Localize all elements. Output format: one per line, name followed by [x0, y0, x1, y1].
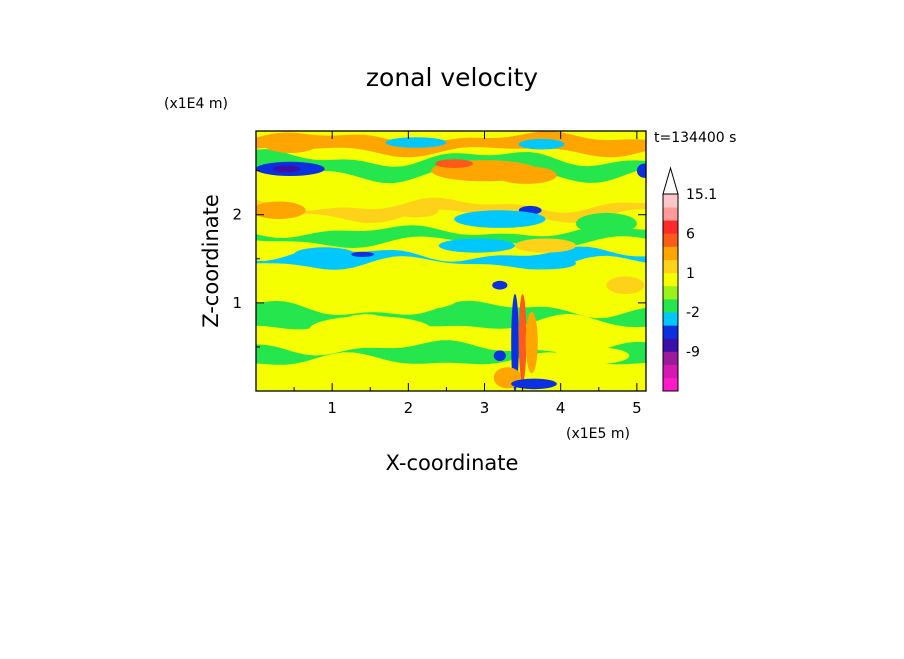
- colorbar-segment: [663, 207, 678, 221]
- contour-blob: [606, 276, 645, 295]
- colorbar-segment: [663, 246, 678, 260]
- colorbar-label: 1: [686, 266, 695, 282]
- contour-blob: [263, 135, 317, 153]
- chart-title: zonal velocity: [366, 63, 538, 92]
- contour-blob: [294, 247, 356, 262]
- colorbar-label: -9: [686, 345, 700, 361]
- x-axis-label: X-coordinate: [386, 451, 519, 475]
- contour-blob: [492, 280, 508, 290]
- contour-band: [256, 340, 646, 365]
- y-axis-ticks: 12: [232, 170, 646, 348]
- x-tick-label: 3: [480, 399, 490, 417]
- colorbar-segment: [663, 220, 678, 234]
- colorbar-segment: [663, 338, 678, 352]
- contour-blob: [511, 378, 557, 390]
- y-tick-label: 1: [232, 294, 242, 312]
- contour-band: [256, 131, 646, 158]
- contour-blob: [575, 212, 637, 235]
- x-tick-label: 4: [556, 399, 566, 417]
- colorbar-segment: [663, 299, 678, 313]
- contour-blob: [454, 210, 546, 228]
- colorbar-label: 15.1: [686, 187, 717, 203]
- colorbar-segment: [663, 312, 678, 326]
- contour-blob: [525, 311, 538, 374]
- colorbar-segment: [663, 325, 678, 339]
- contour-blob: [493, 350, 506, 362]
- contour-blob: [495, 166, 557, 184]
- contour-band: [256, 300, 646, 330]
- plot-area: [256, 131, 646, 391]
- colorbar-label: -2: [686, 305, 700, 321]
- colorbar-segment: [663, 377, 678, 392]
- colorbar-label: 6: [686, 226, 695, 242]
- colorbar-frame: [662, 193, 679, 392]
- x-tick-label: 5: [632, 399, 642, 417]
- y-tick-label: 2: [232, 206, 242, 224]
- y-axis-label: Z-coordinate: [199, 194, 223, 328]
- contour-blob: [438, 238, 515, 253]
- colorbar-segment: [663, 285, 678, 300]
- contour-blob: [393, 203, 439, 218]
- x-tick-label: 1: [327, 399, 337, 417]
- contour-blob: [389, 287, 458, 310]
- contour-blob: [518, 138, 565, 150]
- contour-blob: [272, 165, 301, 173]
- plot-frame: [255, 130, 647, 392]
- contour-blob: [518, 294, 527, 383]
- y-unit-label: (x1E4 m): [164, 96, 228, 112]
- x-unit-label: (x1E5 m): [566, 426, 630, 442]
- colorbar-segment: [663, 272, 678, 287]
- contour-blob: [385, 137, 447, 148]
- contour-band: [256, 368, 646, 386]
- contour-blob: [309, 316, 432, 343]
- colorbar-segment: [663, 364, 678, 379]
- colorbar-segment: [663, 351, 678, 366]
- contour-blob: [351, 251, 374, 257]
- contour-band: [256, 271, 646, 294]
- x-axis-ticks: 1 2 3 4 5: [293, 131, 642, 417]
- x-tick-label: 2: [404, 399, 414, 417]
- contour-blob: [511, 294, 519, 391]
- colorbar-segment: [663, 259, 678, 274]
- contour-blob: [553, 346, 630, 365]
- colorbar-segment: [663, 194, 678, 208]
- time-label: t=134400 s: [654, 130, 736, 146]
- contour-blob: [515, 257, 576, 270]
- contour-blob: [435, 159, 473, 169]
- colorbar: 15.1 6 1 -2 -9: [662, 166, 717, 392]
- contour-blob: [256, 201, 306, 220]
- contour-blob: [636, 163, 646, 178]
- contour-band: [256, 197, 646, 224]
- contour-blob: [515, 238, 576, 253]
- colorbar-segment: [663, 233, 678, 247]
